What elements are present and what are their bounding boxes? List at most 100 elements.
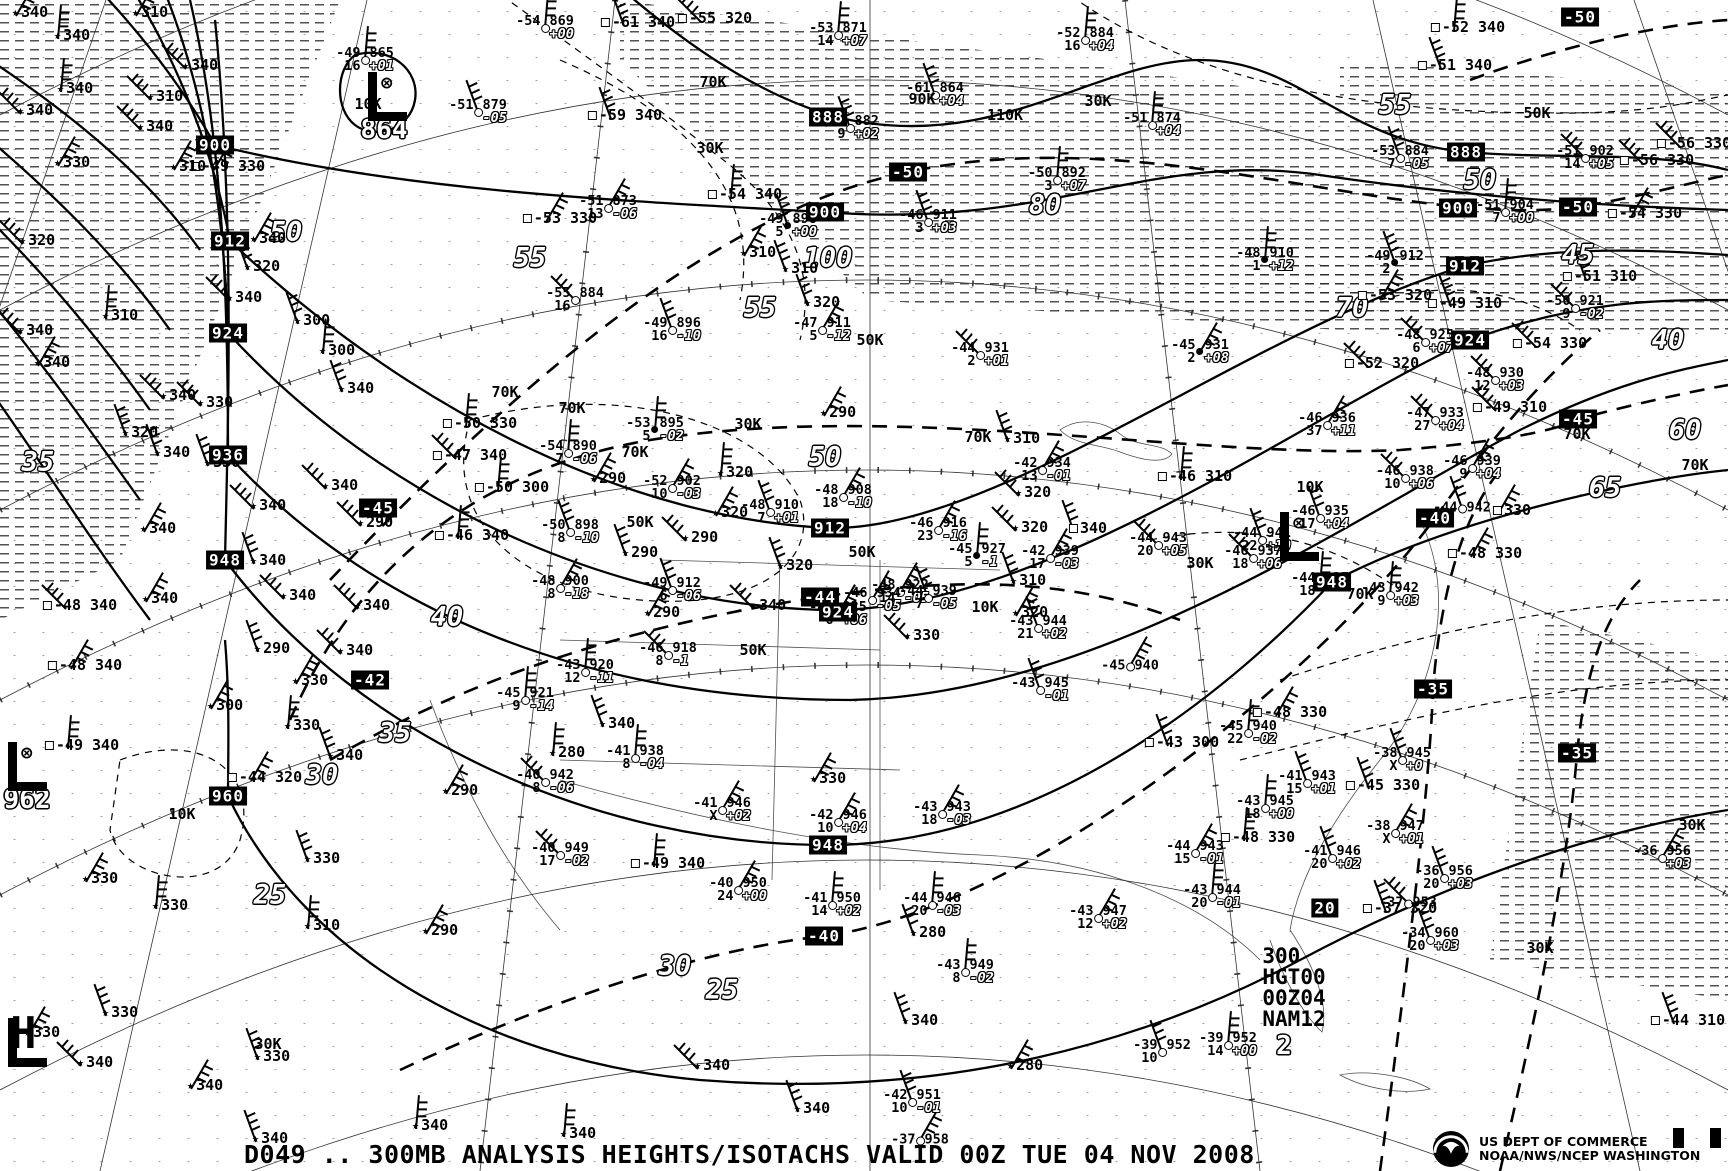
wind-barb-icon bbox=[259, 572, 285, 600]
station-marker-icon bbox=[846, 124, 855, 133]
station-plot: -48 908 18 -10 bbox=[814, 483, 872, 510]
station-dewpoint-depression: 23 bbox=[917, 528, 934, 544]
star-marker-icon: ★ bbox=[291, 673, 300, 687]
square-marker-icon bbox=[1447, 548, 1457, 558]
station-height-change: +06 bbox=[1257, 556, 1282, 572]
station-plot: -43 945 18 +00 bbox=[1236, 794, 1294, 821]
station-height: 944 bbox=[1042, 613, 1067, 629]
station-dewpoint-depression: 20 bbox=[1423, 876, 1440, 892]
station-dewpoint-depression: 5 bbox=[964, 554, 973, 570]
station-dewpoint-depression: 37 bbox=[1306, 423, 1323, 439]
station-dewpoint-depression: 10 bbox=[651, 486, 668, 502]
station-temperature: -44 bbox=[899, 583, 924, 599]
station-dewpoint-depression: 8 bbox=[622, 756, 631, 772]
station-height-change: -06 bbox=[612, 206, 637, 222]
wind-barb-icon bbox=[253, 212, 277, 243]
station-plot: -50 921 9 -02 bbox=[1546, 294, 1604, 321]
station-temperature: -34 bbox=[1401, 925, 1426, 941]
wind-value: 340 bbox=[331, 476, 359, 494]
wind-value: 330 bbox=[819, 769, 847, 787]
star-marker-icon: ★ bbox=[16, 323, 25, 337]
wind-report: ★ 290 bbox=[590, 469, 626, 487]
wind-value: -49 340 bbox=[641, 854, 706, 872]
wind-report: ★ 340 bbox=[250, 496, 286, 514]
station-height-change: +01 bbox=[1399, 831, 1424, 847]
isotach-label: 30K bbox=[734, 415, 762, 433]
station-plot: -51 879 -05 bbox=[449, 98, 507, 125]
station-marker-icon bbox=[1391, 259, 1398, 266]
station-dewpoint-depression bbox=[516, 28, 540, 41]
station-plot: -44 943 20 +05 bbox=[1129, 531, 1187, 559]
wind-barb-icon bbox=[1470, 353, 1496, 381]
wind-barb-icon bbox=[1387, 125, 1405, 159]
wind-value: -48 330 bbox=[1231, 828, 1296, 846]
star-marker-icon: ★ bbox=[141, 591, 150, 605]
station-height-change: -02 bbox=[659, 428, 684, 444]
star-marker-icon: ★ bbox=[643, 605, 652, 619]
station-plot: -44 942 bbox=[1433, 501, 1491, 515]
station-height: 937 bbox=[1257, 543, 1282, 559]
station-height: 902 bbox=[676, 473, 701, 489]
wind-report: ★ 310 bbox=[132, 3, 168, 21]
wind-barb-icon bbox=[1199, 322, 1223, 353]
isotach-label: 50K bbox=[626, 513, 654, 531]
wind-report: -46 340 bbox=[434, 526, 509, 544]
star-marker-icon: ★ bbox=[203, 455, 212, 469]
wind-value: -53 320 bbox=[1368, 286, 1433, 304]
square-marker-icon bbox=[1492, 505, 1502, 515]
star-marker-icon: ★ bbox=[56, 81, 65, 95]
station-height-change: -06 bbox=[676, 588, 701, 604]
attribution-line1: US DEPT OF COMMERCE bbox=[1479, 1134, 1648, 1149]
square-marker-icon bbox=[707, 189, 717, 199]
wind-value: 340 bbox=[63, 26, 91, 44]
station-temperature: -45 bbox=[1101, 657, 1126, 674]
station-temperature: -44 bbox=[1166, 838, 1191, 854]
station-height: 939 bbox=[1476, 453, 1501, 469]
station-marker-icon bbox=[1404, 899, 1413, 908]
station-marker-icon bbox=[541, 778, 550, 787]
isotach-label: 30K bbox=[696, 139, 724, 157]
wind-barb-icon bbox=[737, 860, 761, 891]
station-dewpoint-depression: 8 bbox=[532, 780, 541, 796]
star-marker-icon: ★ bbox=[293, 313, 302, 327]
station-plot: -47 911 5 -12 bbox=[793, 316, 851, 343]
wind-barb-icon bbox=[425, 904, 449, 935]
station-marker-icon bbox=[928, 901, 937, 910]
wind-value: -61 340 bbox=[611, 13, 676, 31]
wind-value: -52 340 bbox=[1441, 18, 1506, 36]
station-marker-icon bbox=[604, 204, 613, 213]
station-height: 892 bbox=[1061, 165, 1086, 181]
station-marker-icon bbox=[976, 351, 985, 360]
station-temperature: -46 bbox=[1224, 543, 1249, 559]
station-temperature: -39 bbox=[1133, 1037, 1158, 1053]
latlon-grid-label: 50 bbox=[269, 216, 303, 248]
wind-barb-icon bbox=[431, 432, 457, 460]
station-dewpoint-depression: 21 bbox=[1017, 626, 1034, 642]
station-dewpoint-depression: 12 bbox=[1474, 378, 1491, 394]
height-contour-label: 948 bbox=[1313, 572, 1351, 592]
wind-value: -54 330 bbox=[1618, 204, 1683, 222]
station-marker-icon bbox=[1148, 121, 1157, 130]
latlon-grid-label: 55 bbox=[513, 242, 547, 274]
star-marker-icon: ★ bbox=[803, 295, 812, 309]
station-height: 956 bbox=[1448, 863, 1473, 879]
wind-barb-icon bbox=[318, 726, 336, 760]
station-height: 933 bbox=[1439, 405, 1464, 421]
station-height-change: +05 bbox=[1162, 543, 1187, 559]
star-marker-icon: ★ bbox=[909, 925, 918, 939]
station-height: 950 bbox=[836, 890, 861, 906]
wind-barb-icon bbox=[922, 62, 940, 96]
wind-barb-icon bbox=[1573, 247, 1591, 281]
wind-barb-icon bbox=[552, 722, 565, 757]
isotach-label: 50K bbox=[856, 331, 884, 349]
station-dewpoint-depression: 18 bbox=[921, 812, 938, 828]
station-plot: -44 943 15 -01 bbox=[1166, 838, 1224, 866]
wind-value: -46 310 bbox=[1168, 467, 1233, 485]
wind-value: 340 bbox=[43, 353, 71, 371]
wind-report: -45 330 bbox=[1345, 776, 1420, 794]
wind-barb-icon bbox=[1356, 756, 1374, 790]
station-temperature: -46 bbox=[843, 585, 868, 601]
star-marker-icon: ★ bbox=[169, 159, 178, 173]
station-plot: -40 950 24 +00 bbox=[709, 876, 767, 903]
station-marker-icon bbox=[1421, 338, 1430, 347]
